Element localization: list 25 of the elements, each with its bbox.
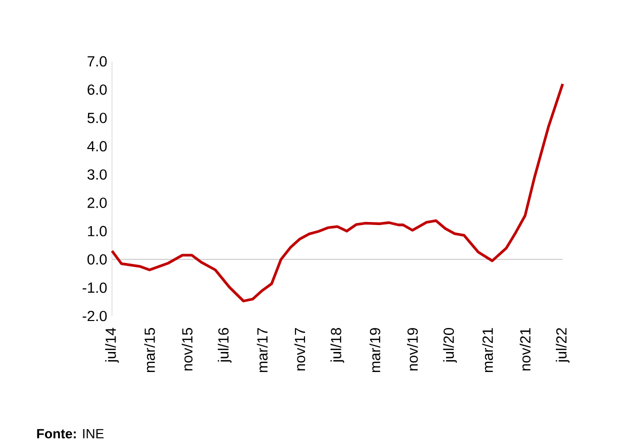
- x-tick-label: jul/22: [556, 328, 570, 363]
- x-tick-label: nov/19: [407, 328, 418, 371]
- y-tick-label: 3.0: [87, 170, 107, 180]
- y-tick-label: 1.0: [88, 226, 107, 236]
- y-tick-label: 4.0: [87, 141, 107, 152]
- x-tick-label: nov/15: [182, 328, 193, 371]
- y-tick-label: 7.0: [88, 56, 107, 67]
- x-tick-label: nov/21: [520, 328, 530, 371]
- x-tick-label: mar/15: [144, 328, 155, 372]
- x-tick-label: jul/20: [443, 328, 457, 363]
- y-tick-label: 2.0: [88, 198, 107, 208]
- x-tick-label: nov/17: [294, 328, 306, 371]
- x-tick-label: mar/19: [370, 328, 380, 372]
- x-tick-label: jul/18: [330, 328, 344, 363]
- y-tick-label: 5.0: [87, 112, 107, 124]
- x-tick-label: jul/16: [218, 328, 232, 363]
- text: Fonte: INE: [37, 429, 104, 439]
- x-tick-label: jul/14: [105, 328, 119, 363]
- line-series: [110, 82, 564, 303]
- y-tick-label: -1.0: [82, 282, 107, 294]
- y-tick-label: -2.0: [82, 310, 107, 322]
- x-tick-label: mar/17: [256, 328, 268, 372]
- x-tick-label: mar/21: [482, 328, 493, 372]
- y-tick-label: 6.0: [88, 84, 107, 95]
- y-tick-label: 0.0: [87, 254, 107, 265]
